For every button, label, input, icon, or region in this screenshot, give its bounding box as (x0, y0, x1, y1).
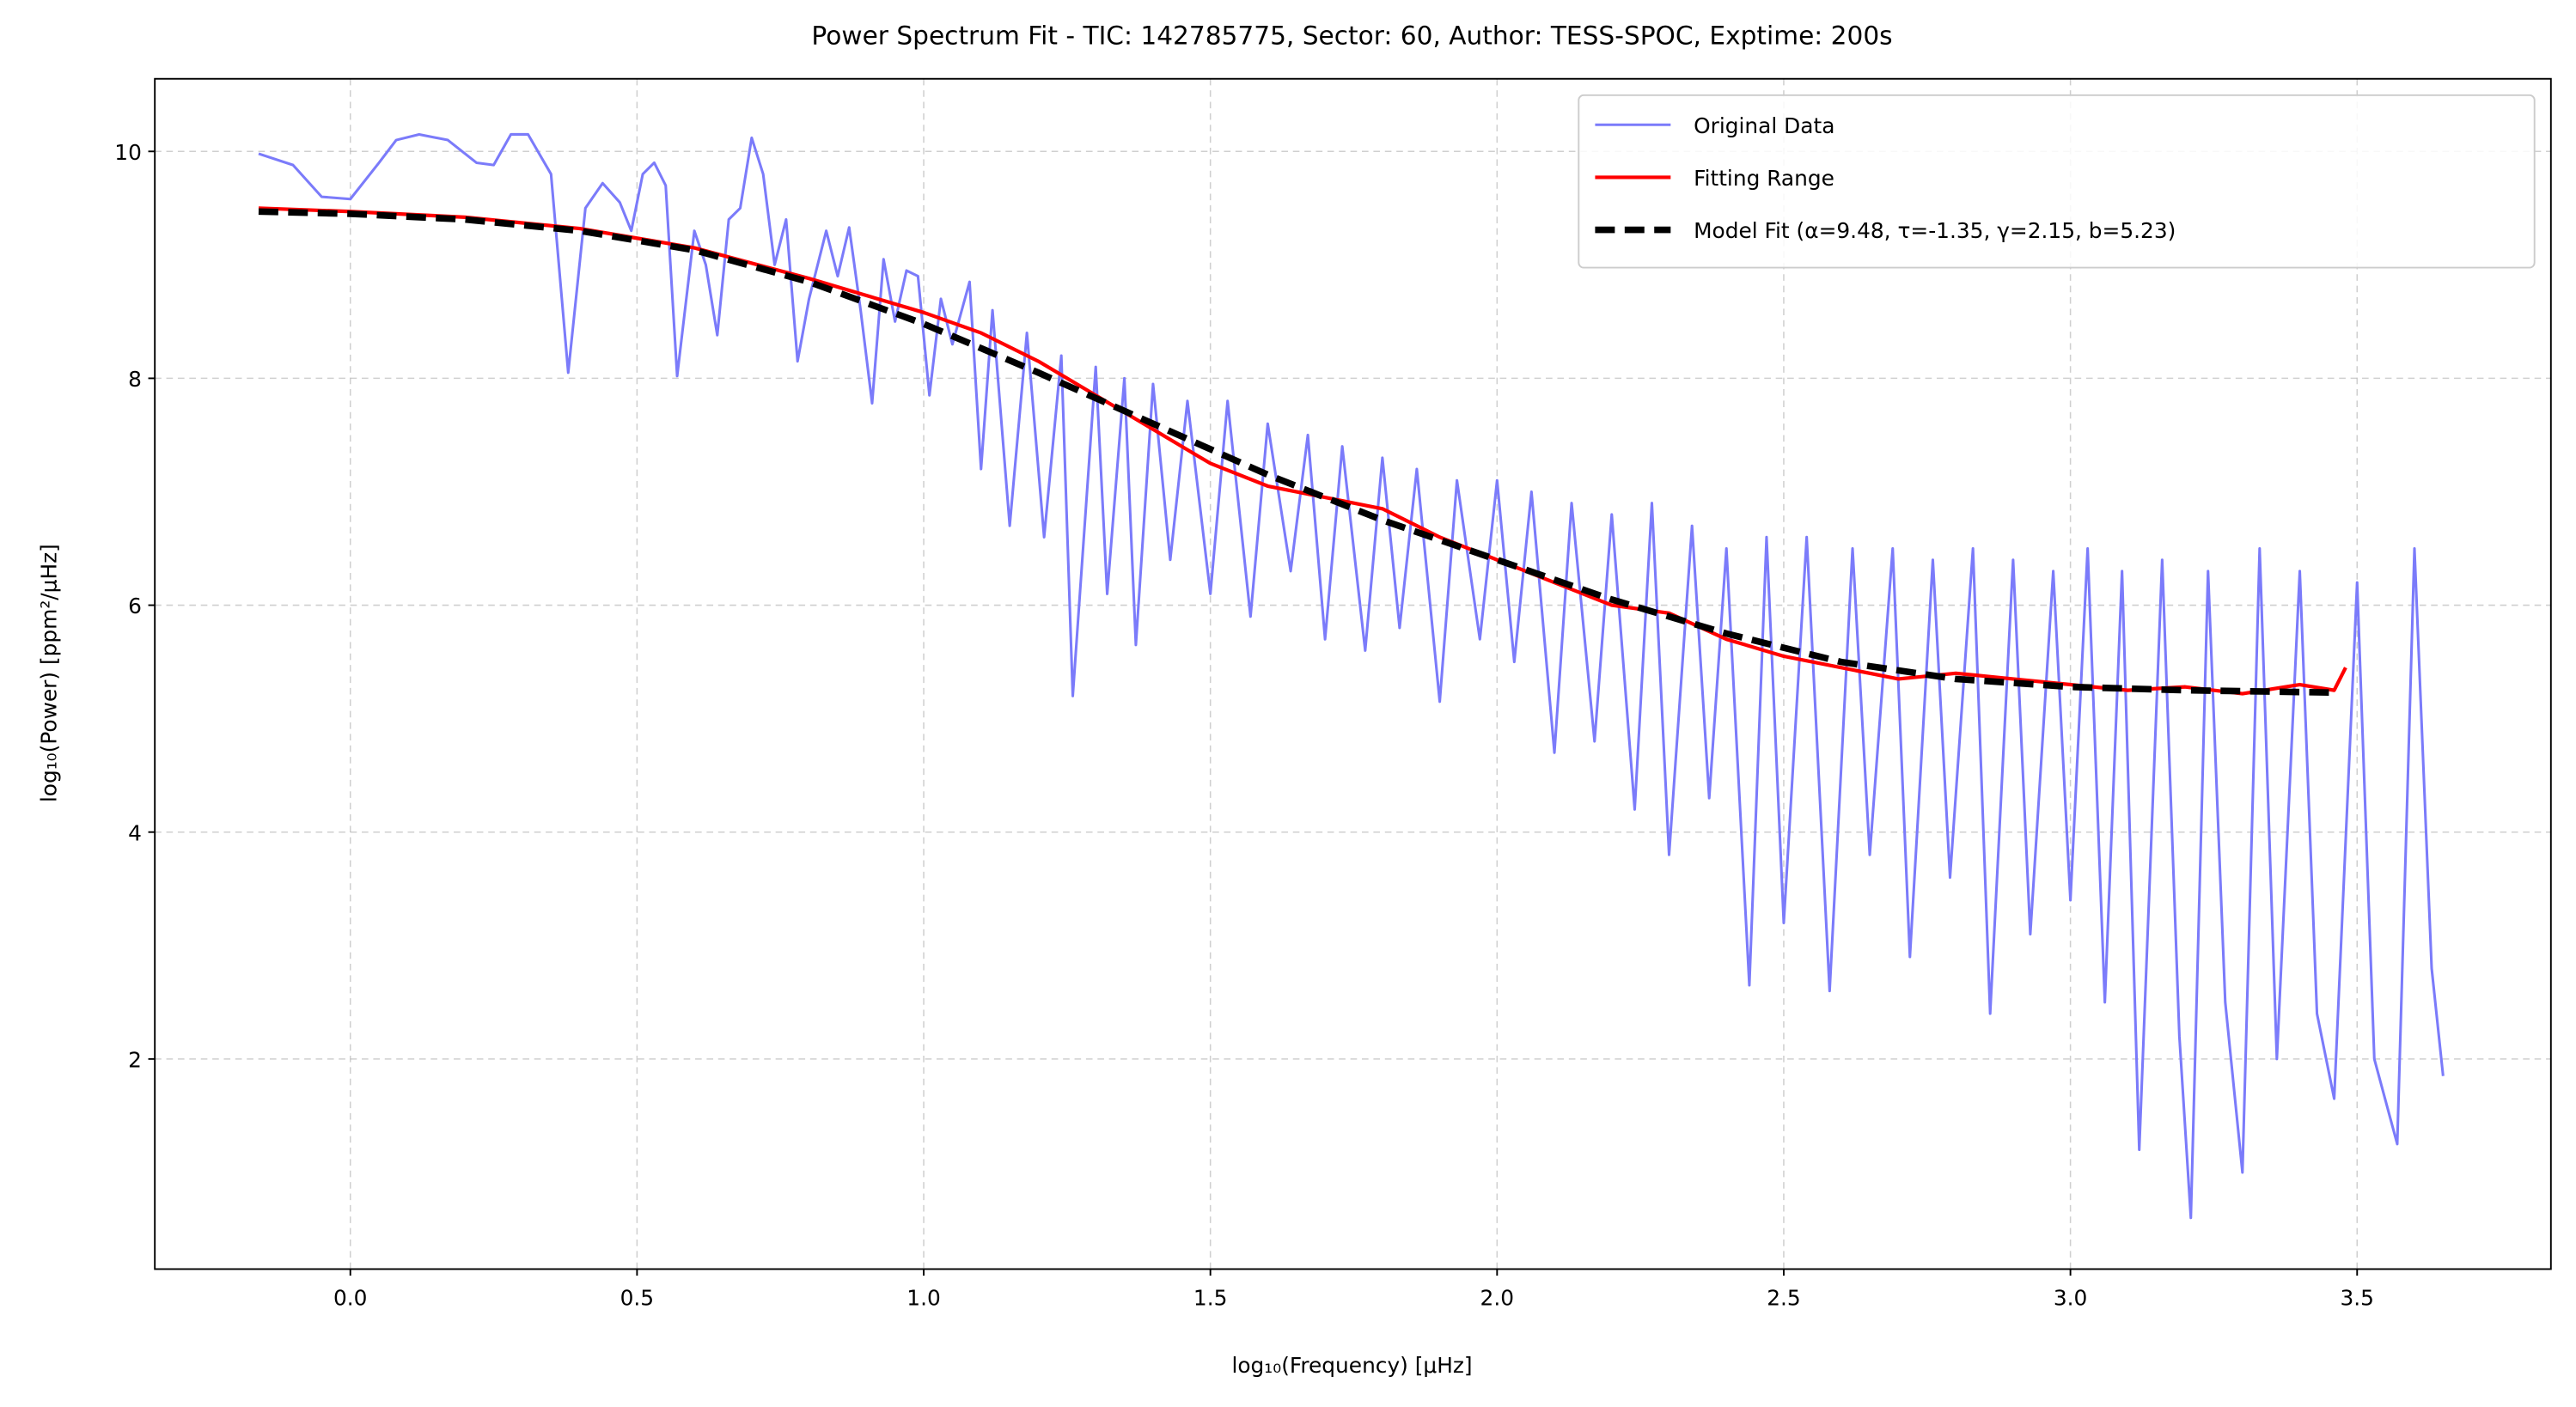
y-tick-label: 2 (128, 1047, 142, 1072)
x-tick-label: 3.5 (2341, 1285, 2375, 1310)
y-tick-label: 8 (128, 367, 142, 392)
series-line (258, 132, 2445, 1220)
x-tick-label: 2.0 (1480, 1285, 1515, 1310)
legend-label: Original Data (1694, 113, 1834, 138)
x-tick-label: 1.5 (1193, 1285, 1228, 1310)
series-line (258, 206, 2347, 696)
plot-area (258, 132, 2445, 1220)
legend: Original Data Fitting Range Model Fit (α=9… (1578, 94, 2536, 269)
chart-title: Power Spectrum Fit - TIC: 142785775, Sec… (811, 21, 1892, 51)
x-tick-label: 0.5 (620, 1285, 655, 1310)
y-tick-label: 10 (114, 140, 142, 165)
x-tick-label: 1.0 (906, 1285, 941, 1310)
x-tick-label: 2.5 (1767, 1285, 1801, 1310)
y-tick-label: 6 (128, 594, 142, 618)
axes: 0.0 0.5 1.0 1.5 2.0 2.5 3.0 3.5 2 4 6 8 10 (114, 140, 2374, 1311)
legend-label: Fitting Range (1694, 166, 1834, 191)
legend-box (1578, 94, 2536, 269)
series-line (258, 208, 2335, 697)
x-axis-label: log₁₀(Frequency) [μHz] (1231, 1353, 1472, 1378)
y-tick-label: 4 (128, 820, 142, 845)
axes-frame (154, 77, 2552, 1270)
grid (155, 78, 2551, 1270)
legend-label: Model Fit (α=9.48, τ=-1.35, γ=2.15, b=5.… (1694, 218, 2176, 243)
x-tick-label: 3.0 (2054, 1285, 2088, 1310)
y-axis-label: log₁₀(Power) [ppm²/μHz] (37, 544, 62, 802)
x-tick-label: 0.0 (333, 1285, 368, 1310)
